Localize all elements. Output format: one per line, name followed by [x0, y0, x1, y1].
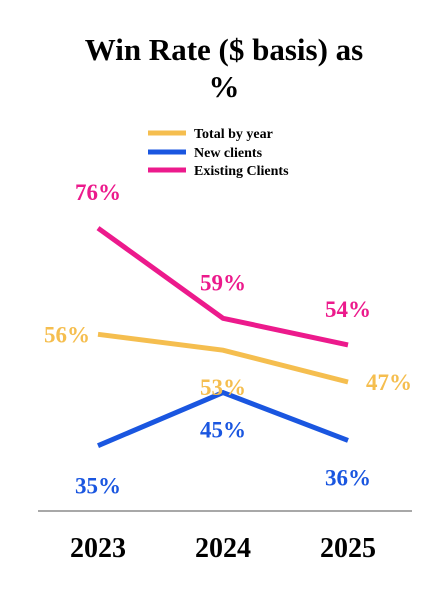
series-line-new-clients [97, 389, 349, 449]
legend-label-total: Total by year [194, 127, 273, 142]
data-label-existing-clients-2023: 76% [75, 180, 121, 205]
series-line-total [97, 331, 349, 385]
x-tick-label-2025: 2025 [320, 533, 376, 564]
x-tick-label-2024: 2024 [195, 533, 251, 564]
series-line-existing-clients [96, 226, 349, 348]
legend-label-existing-clients: Existing Clients [194, 164, 289, 179]
data-label-total-2025: 47% [366, 370, 412, 395]
chart-title-line-1: Win Rate ($ basis) as [85, 32, 363, 67]
legend: Total by year New clients Existing Clien… [148, 127, 289, 179]
legend-label-new-clients: New clients [194, 146, 263, 161]
data-label-existing-clients-2025: 54% [325, 297, 371, 322]
data-label-total-2024: 53% [200, 375, 246, 400]
data-label-total-2023: 56% [44, 322, 90, 347]
data-label-new-clients-2024: 45% [200, 418, 246, 443]
data-label-layer: 56% 53% 47% 35% 45% 36% 76% 59% 54% [44, 180, 412, 499]
x-tick-label-2023: 2023 [70, 533, 126, 564]
chart-title-line-2: % [209, 69, 240, 104]
data-label-new-clients-2025: 36% [325, 465, 371, 490]
x-axis-tick-labels: 2023 2024 2025 [70, 533, 376, 564]
data-label-existing-clients-2024: 59% [200, 270, 246, 295]
series-layer [96, 226, 349, 449]
data-label-new-clients-2023: 35% [75, 474, 121, 499]
